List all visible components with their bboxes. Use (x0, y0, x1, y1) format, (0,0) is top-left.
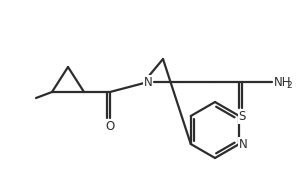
Text: O: O (105, 121, 115, 133)
Text: S: S (238, 111, 246, 123)
Text: 2: 2 (286, 80, 292, 89)
Text: N: N (144, 75, 152, 89)
Text: N: N (239, 137, 248, 151)
Text: NH: NH (274, 75, 291, 89)
